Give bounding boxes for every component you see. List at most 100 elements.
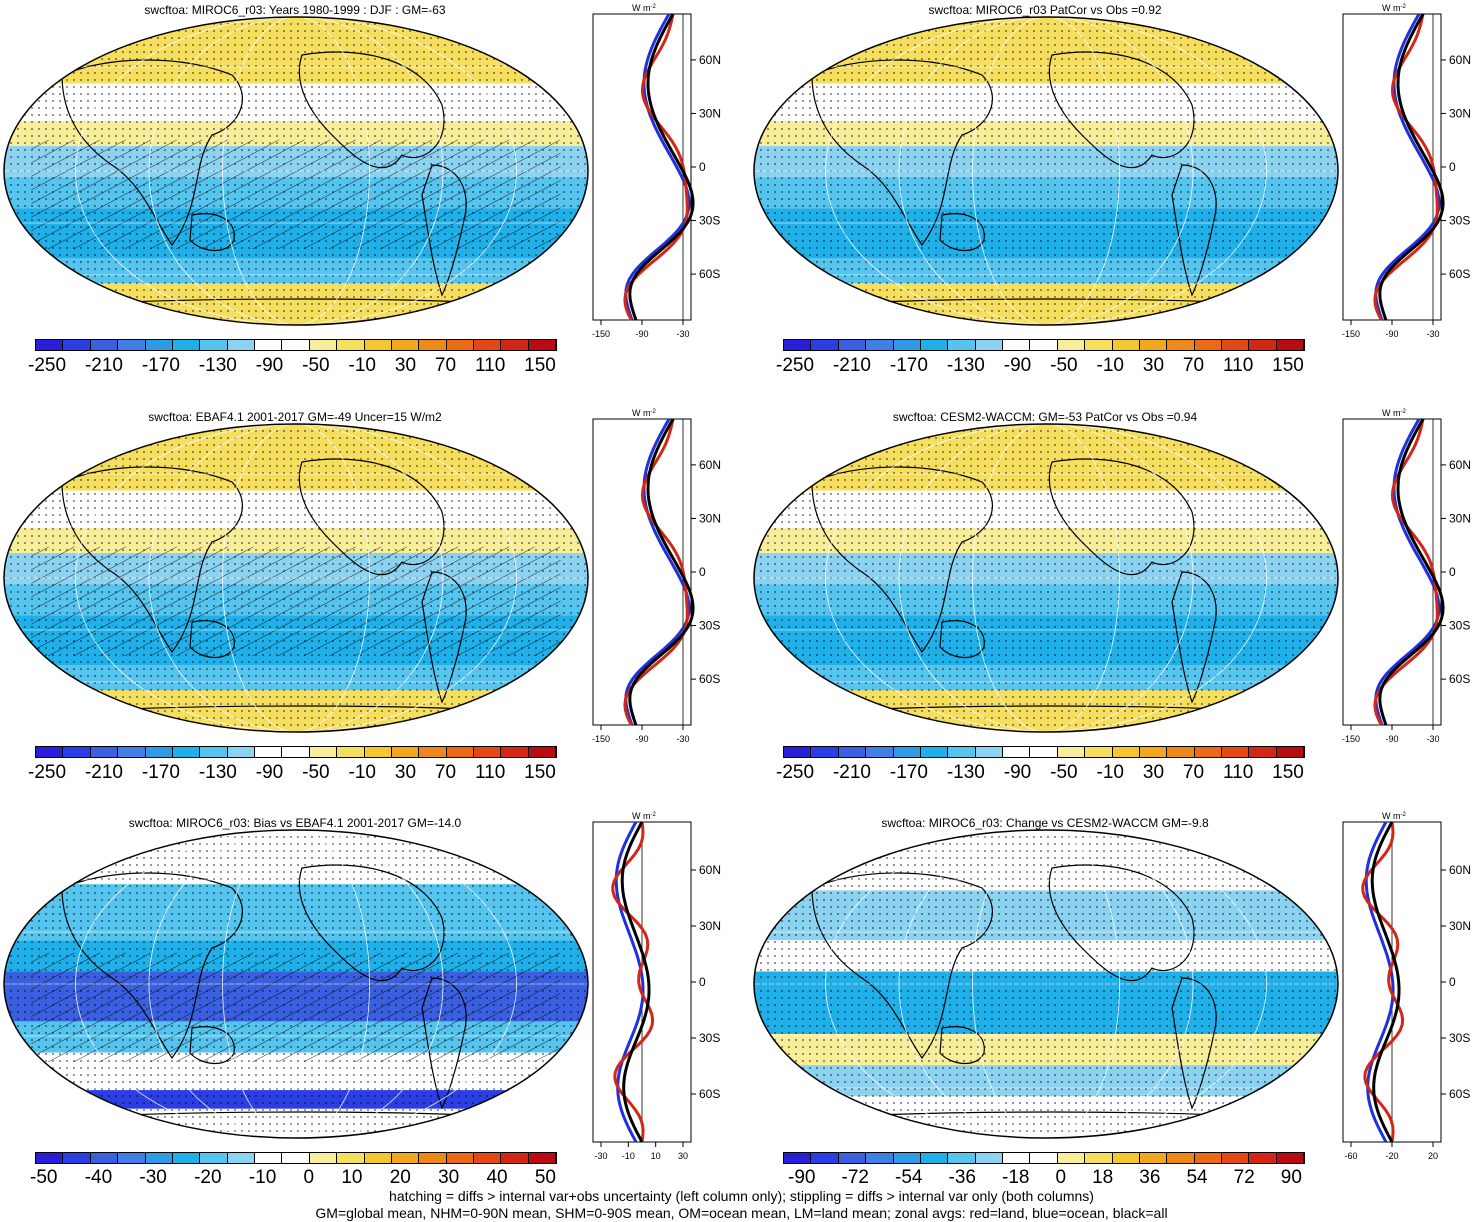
map-border [3, 829, 589, 1139]
footer-note-means: GM=global mean, NHM=0-90N mean, SHM=0-90… [315, 1205, 1168, 1221]
colorbar-swatch [1194, 1153, 1222, 1163]
zonal-y-label: 30N [699, 919, 721, 933]
colorbar-swatch [255, 340, 283, 350]
colorbar-swatch [255, 1153, 283, 1163]
colorbar-swatch [975, 747, 1003, 757]
colorbar-tick-label: 150 [524, 762, 556, 783]
zonal-y-label: 0 [699, 160, 706, 174]
zonal-curve [1374, 13, 1441, 321]
zonal-unit: W m-2 [632, 811, 656, 821]
panel-title: swcftoa: MIROC6_r03: Bias vs EBAF4.1 200… [128, 816, 462, 830]
colorbar-swatch [784, 747, 812, 757]
colorbar-swatch [419, 1153, 447, 1163]
colorbar-swatch [1112, 1153, 1140, 1163]
zonal-x-label: -150 [1342, 329, 1360, 339]
zonal-unit: W m-2 [1382, 408, 1406, 418]
colorbar-tick-label: 70 [1182, 762, 1205, 783]
colorbar-swatch [36, 340, 64, 350]
colorbar-tick-label: -50 [30, 1167, 58, 1188]
zonal-x-label: -150 [592, 329, 610, 339]
graticule-meridian [222, 830, 370, 1138]
colorbar-tick-label: -170 [141, 762, 180, 783]
zonal-x-label: -30 [676, 734, 689, 744]
colorbar-tick-label: -50 [302, 355, 330, 376]
graticule-meridian [825, 17, 1267, 325]
colorbar-swatch [391, 1153, 420, 1163]
zonal-curve [1370, 821, 1401, 1143]
colorbar-swatch [811, 1153, 839, 1163]
colorbar-tick-label: 150 [1272, 355, 1304, 376]
world-map [753, 16, 1339, 326]
zonal-curve [611, 821, 655, 1143]
colorbar-swatch [838, 747, 867, 757]
zonal-unit: W m-2 [1382, 3, 1406, 13]
colorbar-swatch [784, 340, 812, 350]
colorbar-swatch [282, 1153, 310, 1163]
colorbar-swatch [1222, 1153, 1250, 1163]
map-border [753, 16, 1339, 326]
colorbar-labels: -250 -210 -170 -130 -90 -50 -10 30 70 110 150 [776, 762, 1304, 784]
colorbar-swatch [337, 1153, 365, 1163]
zonal-curve [624, 13, 691, 321]
colorbar-tick-label: 70 [434, 355, 457, 376]
colorbar-tick-label: -130 [946, 355, 985, 376]
colorbar-tick-label: 30 [1142, 355, 1165, 376]
colorbar-tick-label: -36 [948, 1167, 976, 1188]
zonal-y-label: 60N [699, 863, 721, 877]
colorbar-swatch [920, 1153, 949, 1163]
colorbar-swatch [172, 1153, 201, 1163]
colorbar-tick-label: 110 [1222, 355, 1254, 376]
colorbar-swatch [145, 1153, 173, 1163]
colorbar [35, 339, 557, 351]
colorbar-tick-label: 110 [474, 762, 506, 783]
colorbar-swatch [1112, 747, 1140, 757]
colorbar-swatch [364, 747, 392, 757]
colorbar-tick-label: 30 [394, 762, 417, 783]
zonal-x-label: 30 [678, 1151, 688, 1161]
colorbar-tick-label: 50 [534, 1167, 556, 1188]
colorbar-tick-label: 70 [434, 762, 457, 783]
colorbar-swatch [866, 1153, 894, 1163]
zonal-y-label: 60S [699, 1087, 720, 1101]
map-border [3, 423, 589, 733]
colorbar-tick-label: -50 [1050, 355, 1078, 376]
colorbar-tick-label: 90 [1280, 1167, 1302, 1188]
zonal-curve [1378, 418, 1445, 726]
colorbar-swatch [1139, 1153, 1168, 1163]
colorbar-swatch [446, 747, 474, 757]
colorbar-swatch [1167, 1153, 1195, 1163]
colorbar-swatch [838, 340, 867, 350]
colorbar-swatch [419, 340, 447, 350]
zonal-x-label: -60 [1344, 1151, 1357, 1161]
colorbar-swatch [1085, 1153, 1113, 1163]
zonal-y-label: 0 [1449, 975, 1456, 989]
colorbar-tick-label: 36 [1139, 1167, 1161, 1188]
colorbar-swatch [1222, 340, 1250, 350]
colorbar-swatch [501, 340, 529, 350]
zonal-y-label: 30S [1449, 214, 1470, 228]
graticule-meridian [972, 830, 1120, 1138]
colorbar-swatch [200, 747, 228, 757]
zonal-y-label: 0 [1449, 160, 1456, 174]
colorbar-swatch [337, 340, 365, 350]
colorbar-tick-label: -10 [348, 355, 376, 376]
colorbar [35, 1152, 557, 1164]
graticule-meridian [148, 830, 444, 1138]
zonal-curve [624, 418, 691, 726]
colorbar-tick-label: -40 [84, 1167, 113, 1188]
colorbar-tick-label: -210 [832, 762, 871, 783]
panel-title: swcftoa: MIROC6_r03 PatCor vs Obs =0.92 [928, 3, 1162, 17]
zonal-y-label: 30N [699, 106, 721, 120]
colorbar-tick-label: -90 [255, 355, 284, 376]
colorbar-swatch [1112, 340, 1140, 350]
colorbar-tick-label: -54 [895, 1167, 923, 1188]
hatching [31, 952, 561, 1062]
world-map [3, 829, 589, 1139]
graticule-meridian [972, 17, 1120, 325]
colorbar-tick-label: -210 [84, 355, 123, 376]
colorbar-tick-label: -130 [198, 355, 237, 376]
graticule-meridian [898, 424, 1194, 732]
colorbar-tick-label: 0 [303, 1167, 315, 1188]
colorbar-swatch [866, 340, 894, 350]
graticule-meridian [972, 424, 1120, 732]
